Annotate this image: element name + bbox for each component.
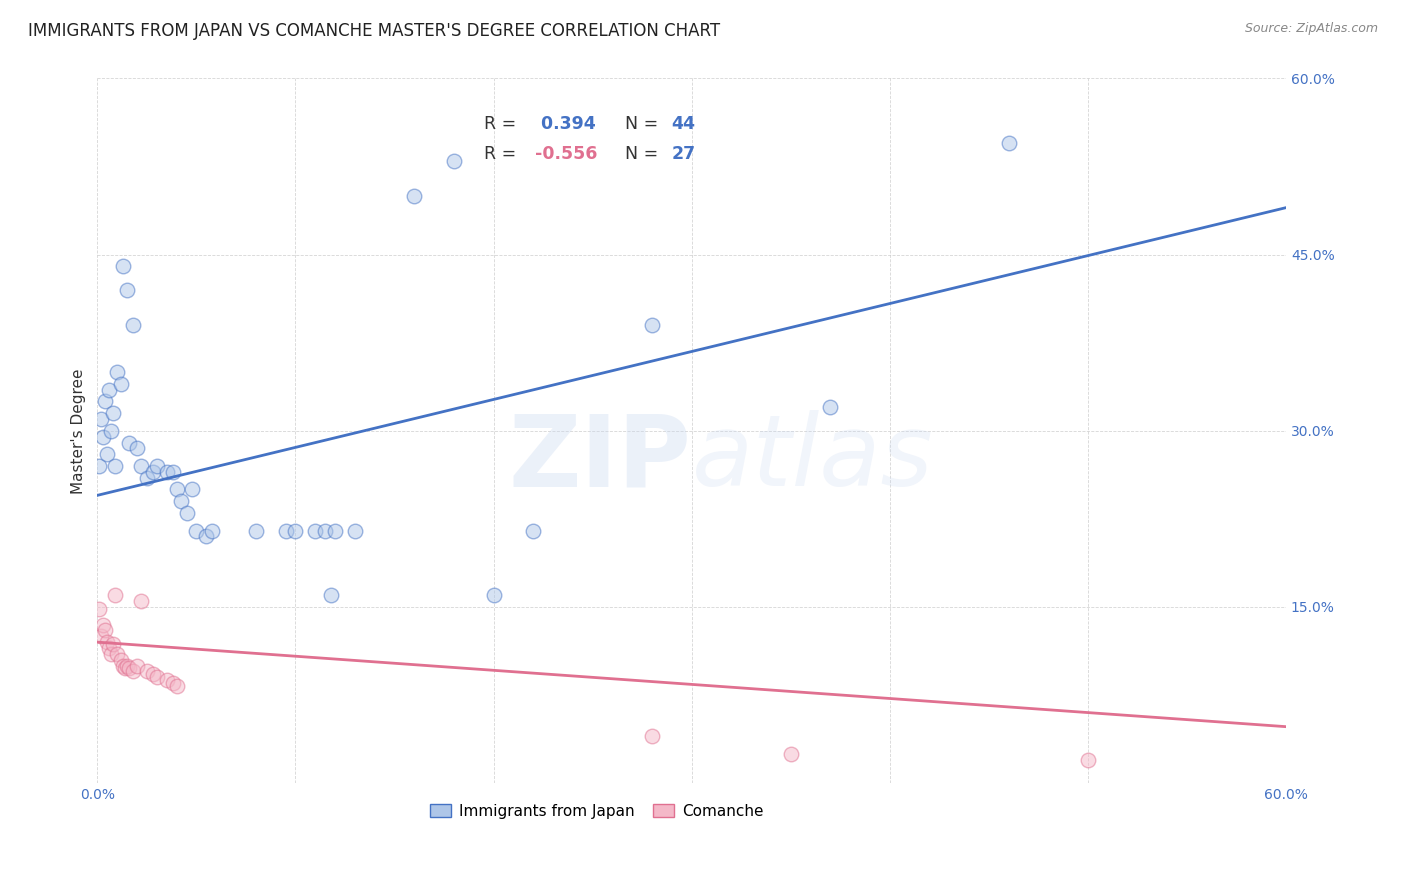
Point <box>274 524 297 538</box>
Point <box>114 661 136 675</box>
Point <box>404 189 426 203</box>
Point <box>100 647 122 661</box>
Point <box>146 458 169 473</box>
Point <box>820 401 842 415</box>
Point <box>135 665 157 679</box>
Text: R =: R = <box>484 145 522 163</box>
Point <box>156 673 179 687</box>
Point <box>96 635 118 649</box>
Point <box>104 458 127 473</box>
Text: -0.556: -0.556 <box>534 145 598 163</box>
Point <box>997 136 1019 150</box>
Text: N =: N = <box>614 145 664 163</box>
Point <box>142 666 165 681</box>
Point <box>284 524 307 538</box>
Point <box>100 424 122 438</box>
Point <box>304 524 326 538</box>
Point <box>522 524 544 538</box>
Point <box>91 429 114 443</box>
Point <box>641 318 664 332</box>
Legend: Immigrants from Japan, Comanche: Immigrants from Japan, Comanche <box>423 797 769 825</box>
Point <box>118 661 141 675</box>
Point <box>89 602 111 616</box>
Point <box>169 494 191 508</box>
Point <box>90 629 112 643</box>
Point <box>91 617 114 632</box>
Text: atlas: atlas <box>692 410 934 508</box>
Point <box>105 365 128 379</box>
Text: Source: ZipAtlas.com: Source: ZipAtlas.com <box>1244 22 1378 36</box>
Point <box>176 506 198 520</box>
Point <box>125 658 148 673</box>
Point <box>122 665 145 679</box>
Point <box>103 406 125 420</box>
Point <box>443 153 465 168</box>
Point <box>129 594 152 608</box>
Y-axis label: Master's Degree: Master's Degree <box>72 368 86 493</box>
Point <box>195 529 218 543</box>
Point <box>135 471 157 485</box>
Text: 0.394: 0.394 <box>534 114 596 133</box>
Text: N =: N = <box>614 114 664 133</box>
Text: ZIP: ZIP <box>509 410 692 508</box>
Point <box>110 653 132 667</box>
Point <box>98 383 121 397</box>
Text: 44: 44 <box>672 114 696 133</box>
Point <box>98 640 121 655</box>
Point <box>89 458 111 473</box>
Point <box>323 524 346 538</box>
Point <box>162 465 184 479</box>
Point <box>125 442 148 456</box>
Point <box>146 670 169 684</box>
Point <box>112 658 135 673</box>
Point <box>201 524 224 538</box>
Point <box>321 588 343 602</box>
Point <box>103 638 125 652</box>
Point <box>482 588 505 602</box>
Point <box>105 647 128 661</box>
Point <box>115 658 138 673</box>
Point <box>245 524 267 538</box>
Point <box>115 283 138 297</box>
Text: 27: 27 <box>672 145 696 163</box>
Point <box>90 412 112 426</box>
Point <box>94 394 117 409</box>
Point <box>118 435 141 450</box>
Point <box>129 458 152 473</box>
Point <box>96 447 118 461</box>
Point <box>122 318 145 332</box>
Point <box>142 465 165 479</box>
Point <box>181 483 204 497</box>
Point <box>641 729 664 743</box>
Point <box>314 524 336 538</box>
Point <box>166 679 188 693</box>
Text: R =: R = <box>484 114 522 133</box>
Point <box>186 524 208 538</box>
Point <box>162 676 184 690</box>
Point <box>104 588 127 602</box>
Point <box>94 624 117 638</box>
Point <box>343 524 366 538</box>
Text: IMMIGRANTS FROM JAPAN VS COMANCHE MASTER'S DEGREE CORRELATION CHART: IMMIGRANTS FROM JAPAN VS COMANCHE MASTER… <box>28 22 720 40</box>
Point <box>779 747 801 761</box>
Point <box>156 465 179 479</box>
Point <box>1077 753 1099 767</box>
Point <box>166 483 188 497</box>
Point <box>112 260 135 274</box>
Point <box>110 376 132 391</box>
